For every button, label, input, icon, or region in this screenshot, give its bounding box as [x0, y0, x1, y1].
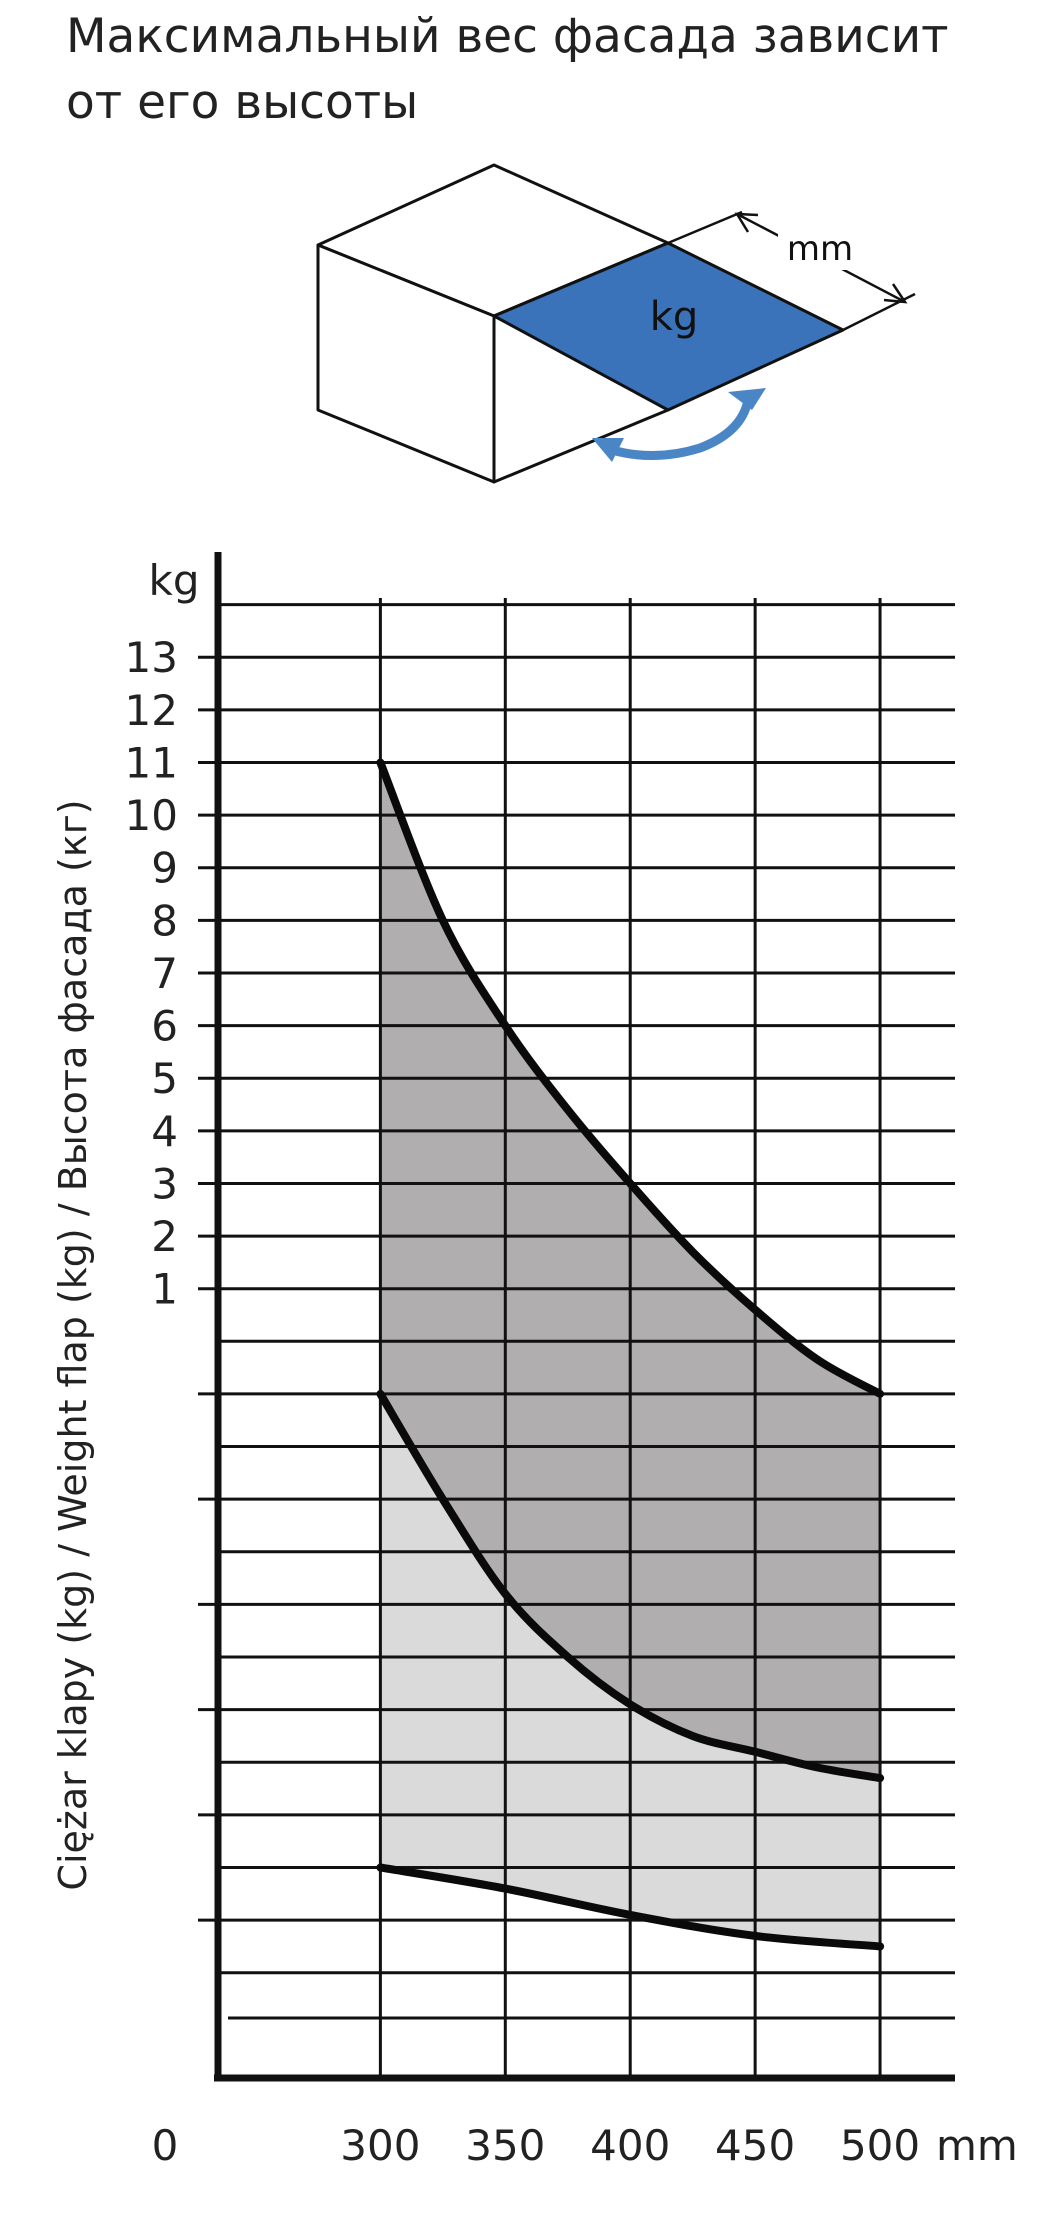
flap-weight-label: kg	[650, 294, 699, 340]
y-tick-label: 7	[151, 949, 178, 998]
weight-curve-2	[376, 1389, 885, 1783]
y-tick-label: 6	[151, 1002, 178, 1051]
page-title: Максимальный вес фасада зависит от его в…	[66, 4, 1026, 136]
y-tick-label: 12	[125, 686, 178, 735]
x-tick-label: 500	[840, 2121, 920, 2170]
y-tick-label: 13	[125, 633, 178, 682]
y-tick-label: 4	[151, 1107, 178, 1156]
y-tick-label: 2	[151, 1212, 178, 1261]
title-line-2: от его высоты	[66, 75, 419, 130]
y-tick-label: 5	[151, 1054, 178, 1103]
origin-label: 0	[152, 2121, 179, 2170]
weight-curve-3	[376, 1863, 885, 1951]
y-tick-label: 3	[151, 1159, 178, 1208]
x-tick-label: 350	[465, 2121, 545, 2170]
y-tick-label: 8	[151, 896, 178, 945]
horizontal-gridlines	[198, 603, 955, 2020]
y-unit-label: kg	[149, 556, 200, 605]
rotation-arrow-icon	[592, 388, 766, 462]
y-axis-title: Ciężar klapy (kg) / Weight flap (kg) / В…	[51, 799, 95, 1890]
flap-length-label: mm	[787, 229, 853, 269]
x-tick-label: 450	[715, 2121, 795, 2170]
y-tick-label: 1	[151, 1265, 178, 1314]
x-tick-label: 400	[590, 2121, 670, 2170]
flap-illustration: kg mm	[316, 163, 916, 484]
y-tick-label: 9	[151, 844, 178, 893]
title-line-1: Максимальный вес фасада зависит	[66, 9, 949, 64]
x-tick-label: 300	[340, 2121, 420, 2170]
y-tick-label: 10	[125, 791, 178, 840]
x-tick-labels: 300 350 400 450 500	[340, 2121, 920, 2170]
vertical-gridlines	[378, 598, 882, 2078]
weight-curve-1	[376, 758, 885, 1398]
x-unit-label: mm	[936, 2121, 1018, 2170]
weight-curves	[376, 758, 885, 1951]
y-tick-label: 11	[125, 738, 178, 787]
